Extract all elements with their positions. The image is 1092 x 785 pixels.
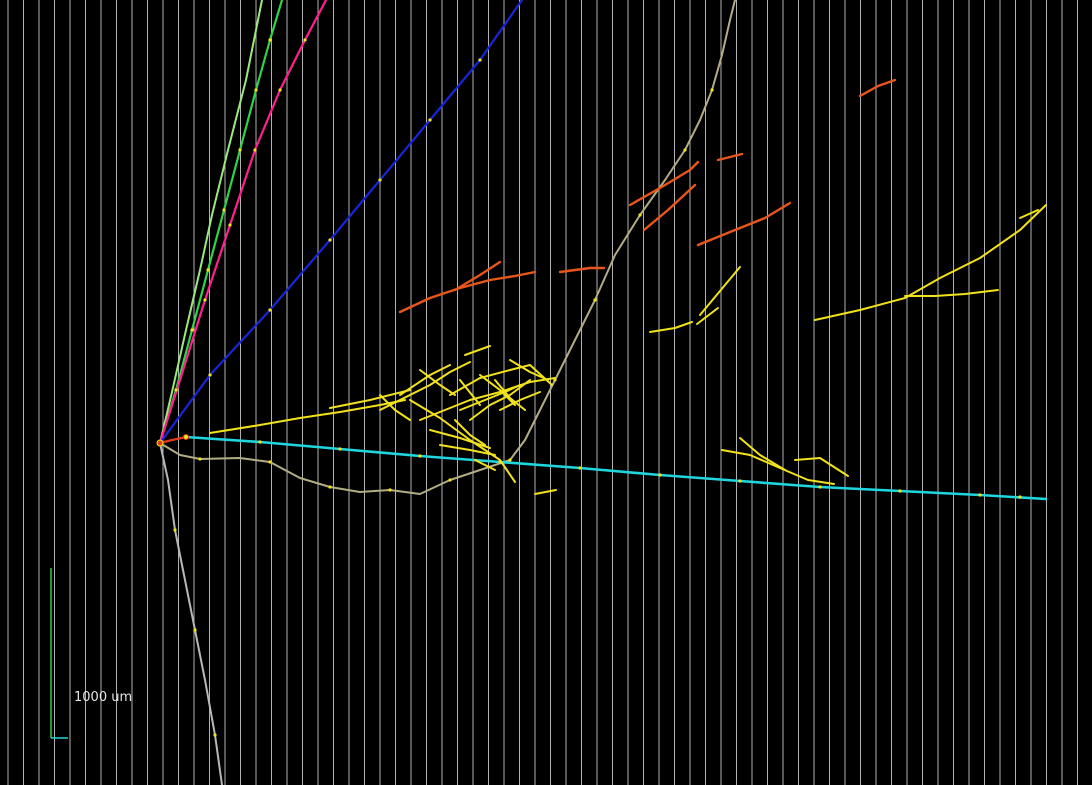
hit-marker: [328, 485, 332, 489]
hit-marker: [268, 460, 272, 464]
secondary-vertex[interactable]: [183, 434, 189, 440]
hit-marker: [478, 58, 482, 62]
hit-marker: [238, 148, 242, 152]
hit-marker: [174, 388, 178, 392]
hit-marker: [448, 478, 452, 482]
hit-marker: [818, 485, 822, 489]
hit-marker: [578, 466, 582, 470]
magenta-track: [158, 0, 328, 445]
hit-marker: [898, 489, 902, 493]
red-vertex-track: [158, 435, 188, 445]
hit-marker: [268, 38, 272, 42]
grid-lines: [7, 0, 1078, 785]
hit-marker: [378, 178, 382, 182]
hit-marker: [203, 298, 207, 302]
hit-marker: [738, 479, 742, 483]
hit-marker: [253, 148, 257, 152]
hit-marker: [173, 528, 177, 532]
hit-marker: [683, 148, 687, 152]
hit-marker: [193, 628, 197, 632]
hit-marker: [553, 378, 557, 382]
hit-marker: [638, 213, 642, 217]
light-green-track: [159, 0, 263, 444]
hit-marker: [198, 457, 202, 461]
hit-marker: [710, 88, 714, 92]
hit-marker: [278, 88, 282, 92]
hit-marker: [388, 488, 392, 492]
hit-marker: [428, 118, 432, 122]
hit-marker: [268, 308, 272, 312]
primary-vertex[interactable]: [156, 439, 164, 447]
hit-marker: [213, 733, 217, 737]
blue-track: [158, 0, 524, 445]
hit-marker: [228, 223, 232, 227]
yellow-segments: [209, 204, 1047, 495]
hit-marker: [222, 208, 226, 212]
tan-track: [159, 0, 736, 495]
hit-markers: [173, 38, 1022, 737]
hit-marker: [303, 38, 307, 42]
hit-marker: [208, 373, 212, 377]
hit-marker: [508, 458, 512, 462]
hit-marker: [190, 328, 194, 332]
hit-marker: [418, 454, 422, 458]
hit-marker: [338, 447, 342, 451]
scale-bar: [50, 568, 68, 739]
light-gray-track: [159, 442, 223, 785]
hit-marker: [593, 298, 597, 302]
tracks-layer: [158, 0, 1048, 785]
hit-marker: [254, 88, 258, 92]
hit-marker: [658, 473, 662, 477]
scale-bar-label: 1000 um: [74, 690, 133, 705]
hit-marker: [206, 268, 210, 272]
hit-marker: [498, 460, 502, 464]
hit-marker: [328, 238, 332, 242]
orange-segments: [398, 78, 897, 314]
hit-marker: [258, 440, 262, 444]
cyan-track: [184, 435, 1048, 501]
hit-marker: [978, 493, 982, 497]
hit-marker: [1018, 495, 1022, 499]
